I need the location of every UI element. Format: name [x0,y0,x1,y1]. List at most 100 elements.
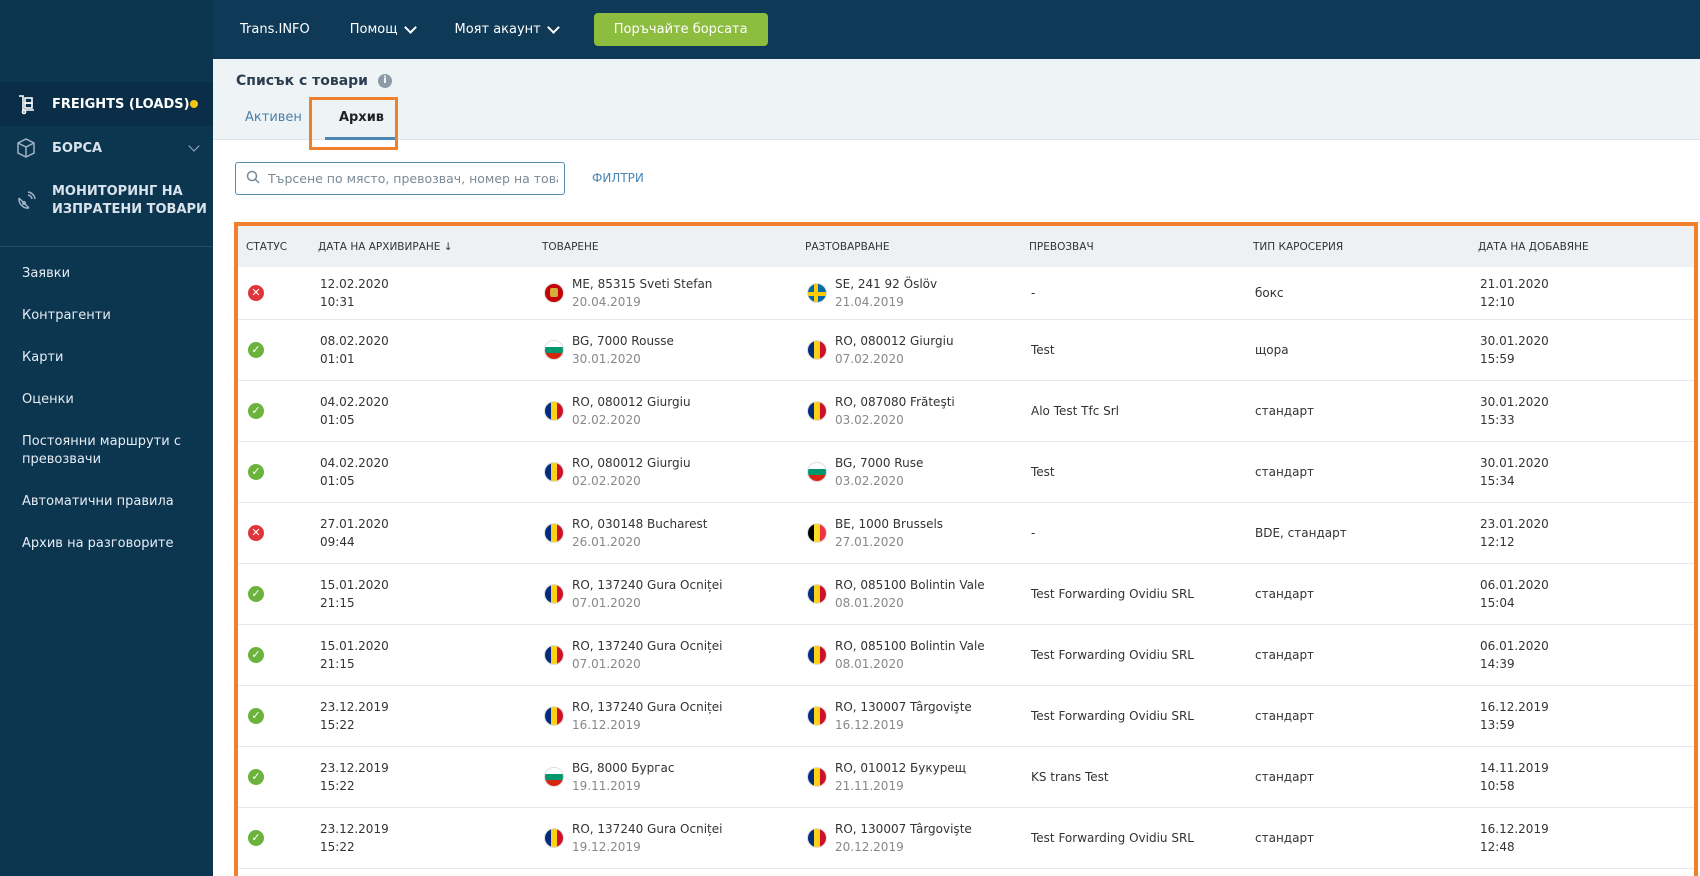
loading-place: RO, 137240 Gura Ocniței [572,638,723,653]
column-header-body-type[interactable]: ТИП КАРОСЕРИЯ [1253,240,1344,253]
table-row[interactable]: ✕ 27.01.2020 09:44 RO, 030148 Bucharest 26.0… [238,502,1694,563]
flag-icon [807,400,827,421]
column-header-loading[interactable]: ТОВАРЕНЕ [542,240,599,253]
column-header-archive-date[interactable]: ДАТА НА АРХИВИРАНЕ ↓ [318,240,453,253]
unloading-text: RO, 130007 Târgovişte 20.12.2019 [835,820,972,856]
column-header-added-date[interactable]: ДАТА НА ДОБАВЯНЕ [1478,240,1589,253]
loading-place: BG, 7000 Rousse [572,333,674,348]
brand-link[interactable]: Trans.INFO [240,22,310,37]
unloading-date: 03.02.2020 [835,473,904,488]
sidebar-item-contractors[interactable]: Контрагенти [22,308,111,323]
loading-date: 30.01.2020 [572,351,641,366]
status-cell: ✕ [238,267,310,319]
sidebar-item-label: МОНИТОРИНГ НА ИЗПРАТЕНИ ТОВАРИ [52,184,207,217]
archive-time: 10:31 [320,294,355,309]
search-input[interactable] [268,171,558,186]
added-time: 12:48 [1480,839,1515,854]
table-row[interactable]: ✕ 12.02.2020 10:31 ME, 85315 Sveti Stefan 20… [238,267,1694,319]
tabs: Активен Архив [236,102,399,140]
sidebar-item-monitoring[interactable]: МОНИТОРИНГ НА ИЗПРАТЕНИ ТОВАРИ [0,170,213,232]
carrier-cell: Alo Test Tfc Srl [1031,403,1119,418]
status-error-icon: ✕ [248,284,264,301]
added-date: 14.11.2019 [1480,760,1549,775]
table-row[interactable]: ✓ 23.12.2019 15:22 BG, 8000 Бургас 19.11.201… [238,746,1694,807]
column-header-carrier[interactable]: ПРЕВОЗВАЧ [1029,240,1094,253]
help-menu[interactable]: Помощ [350,20,417,37]
flag-icon [544,522,564,543]
column-header-status[interactable]: СТАТУС [246,240,288,253]
unloading-location: RO, 085100 Bolintin Vale 08.01.2020 [807,576,1021,612]
flag-icon [544,282,564,303]
unloading-place: RO, 130007 Târgovişte [835,821,972,836]
loading-date: 26.01.2020 [572,534,641,549]
loading-cell: RO, 080012 Giurgiu 02.02.2020 [534,441,797,502]
body-type-cell: стандарт [1255,647,1315,662]
tab-highlight-frame [309,97,398,150]
added-time: 14:39 [1480,656,1515,671]
table-row[interactable]: ✓ 08.02.2020 01:01 BG, 7000 Rousse 30.01.202… [238,319,1694,380]
added-date-cell: 23.01.2020 12:12 [1470,502,1694,563]
top-bar: Trans.INFO Помощ Моят акаунт Поръчайте б… [0,0,1700,59]
archive-date: 04.02.2020 [320,455,389,470]
tab-archive[interactable]: Архив [324,102,399,140]
tab-active[interactable]: Активен [245,110,302,125]
flag-icon [807,583,827,604]
flag-icon [544,766,564,787]
loading-date: 19.12.2019 [572,839,641,854]
sidebar-item-ratings[interactable]: Оценки [22,392,74,407]
added-date: 16.12.2019 [1480,699,1549,714]
carrier-cell: - [1031,285,1036,300]
loading-place: RO, 137240 Gura Ocniței [572,577,723,592]
sidebar-item-freights[interactable]: FREIGHTS (LOADS) [0,82,213,126]
filters-button[interactable]: ФИЛТРИ [592,171,644,185]
table-row[interactable]: ✓ 15.01.2020 21:15 RO, 137240 Gura Ocniței 0… [238,624,1694,685]
loading-cell: RO, 030148 Bucharest 26.01.2020 [534,502,797,563]
flag-icon [544,827,564,848]
loading-location: RO, 137240 Gura Ocniței 07.01.2020 [544,637,797,673]
loading-text: BG, 8000 Бургас 19.11.2019 [572,759,675,795]
table-row[interactable]: ✓ 23.12.2019 15:22 RO, 137240 Gura Ocniței 1… [238,685,1694,746]
flag-icon [544,339,564,360]
table-row[interactable]: ✓ 04.02.2020 01:05 RO, 080012 Giurgiu 02.02.… [238,380,1694,441]
added-date-cell: 06.01.2020 15:04 [1470,563,1694,624]
carrier-cell: - [1031,525,1036,540]
sidebar-item-exchange[interactable]: БОРСА [0,126,213,170]
archive-date: 23.12.2019 [320,821,389,836]
table-row[interactable]: ✓ 04.02.2020 01:05 RO, 080012 Giurgiu 02.02.… [238,441,1694,502]
order-exchange-button[interactable]: Поръчайте борсата [593,13,768,46]
sidebar-item-requests[interactable]: Заявки [22,266,71,281]
status-error-icon: ✕ [248,524,264,541]
table-row[interactable]: ✓ 23.12.2019 15:22 RO, 137240 Gura Ocniței 1… [238,807,1694,868]
column-header-unloading[interactable]: РАЗТОВАРВАНЕ [805,240,890,253]
sidebar: FREIGHTS (LOADS) БОРСА МОНИТОРИНГ НА ИЗП… [0,59,213,876]
account-menu[interactable]: Моят акаунт [455,20,560,37]
box-icon [14,136,38,160]
status-cell: ✓ [238,685,310,746]
sidebar-item-routes[interactable]: Постоянни маршрути с превозвачи [22,434,181,467]
archive-date: 23.12.2019 [320,760,389,775]
loading-cell: RO, 137240 Gura Ocniței 07.01.2020 [534,624,797,685]
archive-time: 09:44 [320,534,355,549]
table-row[interactable]: ✓ 15.01.2020 21:15 RO, 137240 Gura Ocniței 0… [238,563,1694,624]
loading-text: RO, 030148 Bucharest 26.01.2020 [572,515,707,551]
added-date-cell: 30.01.2020 15:34 [1470,441,1694,502]
unloading-cell: BE, 1000 Brussels 27.01.2020 [797,502,1021,563]
loading-location: RO, 080012 Giurgiu 02.02.2020 [544,393,797,429]
loading-date: 02.02.2020 [572,473,641,488]
status-ok-icon: ✓ [248,585,264,602]
archive-time: 21:15 [320,595,355,610]
status-ok-icon: ✓ [248,768,264,785]
chevron-down-icon[interactable] [188,140,200,152]
unloading-place: RO, 085100 Bolintin Vale [835,638,985,653]
sidebar-item-maps[interactable]: Карти [22,350,64,365]
sidebar-item-chat-archive[interactable]: Архив на разговорите [22,536,174,551]
unloading-place: SE, 241 92 Öslöv [835,276,938,291]
archive-time: 01:01 [320,351,355,366]
chevron-down-icon [546,20,560,34]
unloading-location: RO, 085100 Bolintin Vale 08.01.2020 [807,637,1021,673]
loading-location: RO, 137240 Gura Ocniței 07.01.2020 [544,576,797,612]
unloading-location: RO, 080012 Giurgiu 07.02.2020 [807,332,1021,368]
sidebar-item-auto-rules[interactable]: Автоматични правила [22,494,174,509]
info-icon[interactable]: i [378,74,392,88]
added-date-cell: 16.12.2019 12:48 [1470,807,1694,868]
